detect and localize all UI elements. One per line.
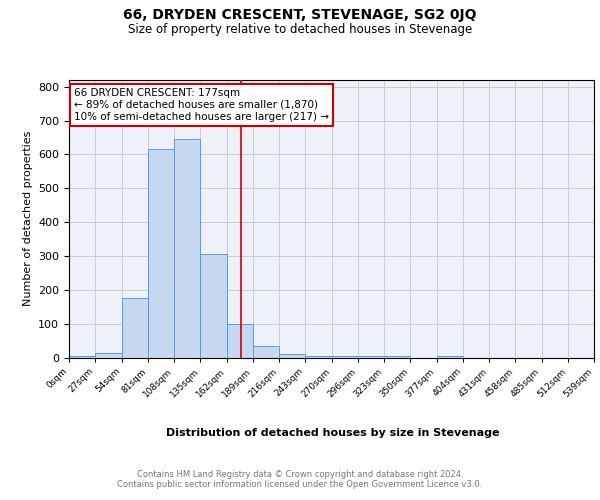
Bar [148,150,174,358]
Y-axis label: Number of detached properties: Number of detached properties [23,131,32,306]
Text: 66, DRYDEN CRESCENT, STEVENAGE, SG2 0JQ: 66, DRYDEN CRESCENT, STEVENAGE, SG2 0JQ [123,8,477,22]
Bar [358,356,384,358]
Bar [69,356,95,358]
Bar [121,298,148,358]
Bar [279,354,305,358]
Bar [437,356,463,358]
Bar [384,356,410,358]
Bar [305,356,331,358]
Text: Contains HM Land Registry data © Crown copyright and database right 2024.
Contai: Contains HM Land Registry data © Crown c… [118,470,482,490]
Text: Distribution of detached houses by size in Stevenage: Distribution of detached houses by size … [166,428,500,438]
Bar [95,353,121,358]
Text: 66 DRYDEN CRESCENT: 177sqm
← 89% of detached houses are smaller (1,870)
10% of s: 66 DRYDEN CRESCENT: 177sqm ← 89% of deta… [74,88,329,122]
Bar [174,139,200,358]
Bar [331,356,358,358]
Bar [200,254,227,358]
Bar [227,324,253,358]
Bar [253,346,279,358]
Text: Size of property relative to detached houses in Stevenage: Size of property relative to detached ho… [128,22,472,36]
